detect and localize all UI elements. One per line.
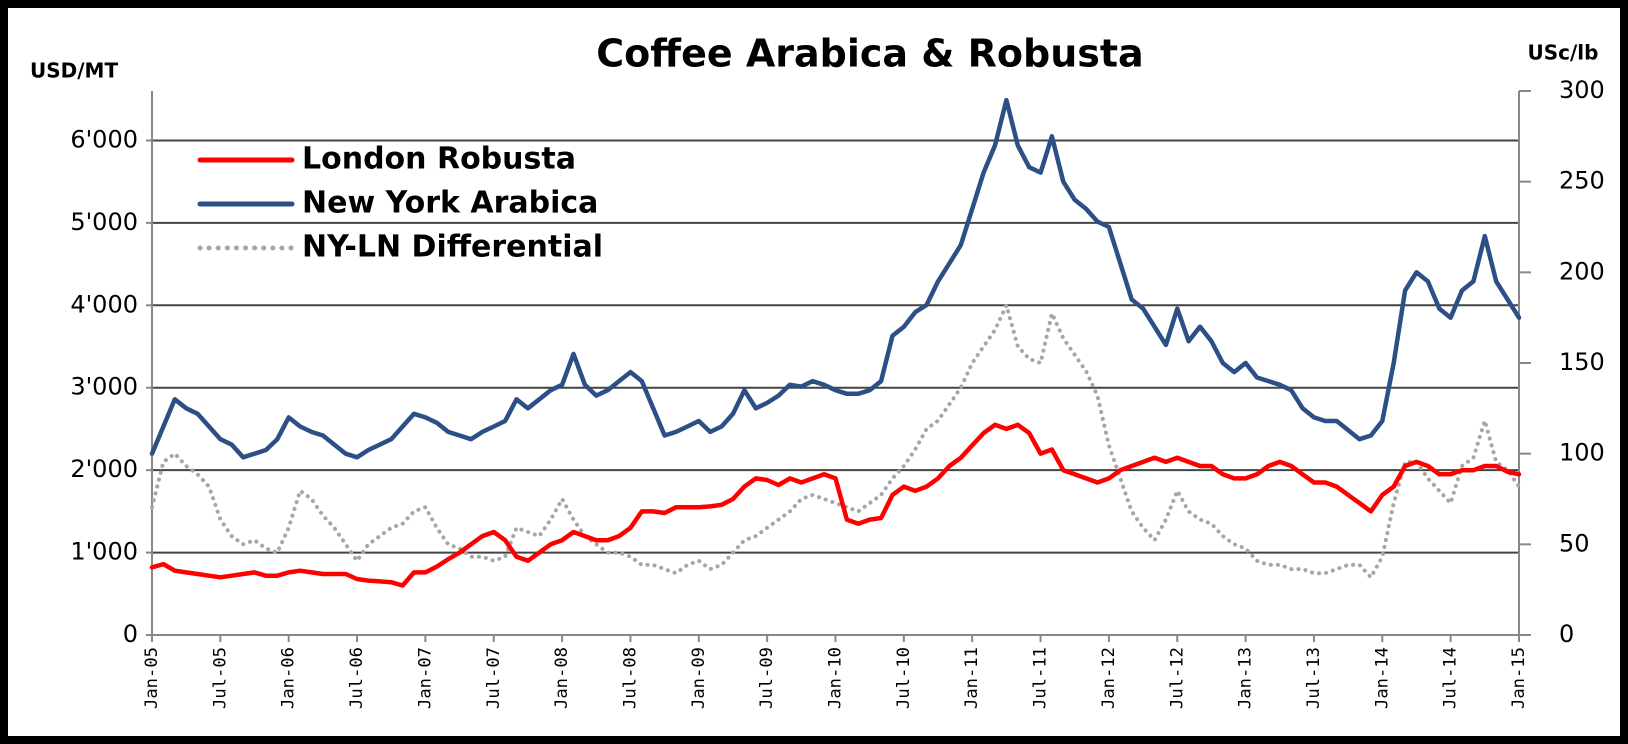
x-tick-label: Jan-07 [415, 647, 435, 709]
y2-tick-label: 150 [1559, 348, 1605, 376]
x-tick-label: Jul-08 [620, 647, 640, 709]
x-tick-label: Jul-09 [757, 647, 777, 709]
x-tick-label: Jan-05 [142, 647, 162, 709]
x-tick-label: Jul-05 [210, 647, 230, 709]
y-tick-label: 3'000 [70, 373, 138, 401]
x-tick-label: Jul-12 [1167, 647, 1187, 709]
x-tick-label: Jan-15 [1509, 647, 1529, 709]
y-tick-label: 6'000 [70, 125, 138, 153]
y2-tick-label: 100 [1559, 439, 1605, 467]
series-line [149, 97, 1522, 460]
x-tick-label: Jul-06 [347, 647, 367, 709]
legend-label: London Robusta [302, 142, 576, 177]
x-tick-label: Jan-12 [1099, 647, 1119, 709]
x-tick-label: Jan-10 [826, 647, 846, 709]
y2-axis-label: USc/lb [1528, 41, 1599, 65]
x-tick-label: Jul-07 [484, 647, 504, 709]
legend-label: NY-LN Differential [302, 230, 603, 265]
y2-tick-label: 0 [1559, 620, 1574, 648]
y-tick-label: 2'000 [70, 455, 138, 483]
x-tick-label: Jul-13 [1304, 647, 1324, 709]
legend-label: New York Arabica [302, 186, 598, 221]
x-tick-label: Jan-13 [1236, 647, 1256, 709]
x-tick-label: Jan-08 [552, 647, 572, 709]
y-tick-label: 0 [123, 620, 138, 648]
x-tick-label: Jan-11 [962, 647, 982, 709]
y-tick-label: 4'000 [70, 290, 138, 318]
x-tick-label: Jul-11 [1031, 647, 1051, 709]
y2-tick-label: 200 [1559, 257, 1605, 285]
x-tick-label: Jan-14 [1372, 647, 1392, 709]
chart-title: Coffee Arabica & Robusta [596, 32, 1143, 76]
x-tick-label: Jan-09 [689, 647, 709, 709]
x-tick-label: Jul-10 [894, 647, 914, 709]
x-tick-label: Jul-14 [1441, 647, 1461, 709]
y2-tick-label: 300 [1559, 76, 1605, 104]
y-tick-label: 5'000 [70, 208, 138, 236]
y2-tick-label: 250 [1559, 167, 1605, 195]
x-tick-label: Jan-06 [279, 647, 299, 709]
y-tick-label: 1'000 [70, 538, 138, 566]
y-axis-label: USD/MT [30, 59, 118, 83]
series-line [150, 303, 1521, 580]
series-line [149, 422, 1522, 588]
y2-tick-label: 50 [1559, 529, 1590, 557]
